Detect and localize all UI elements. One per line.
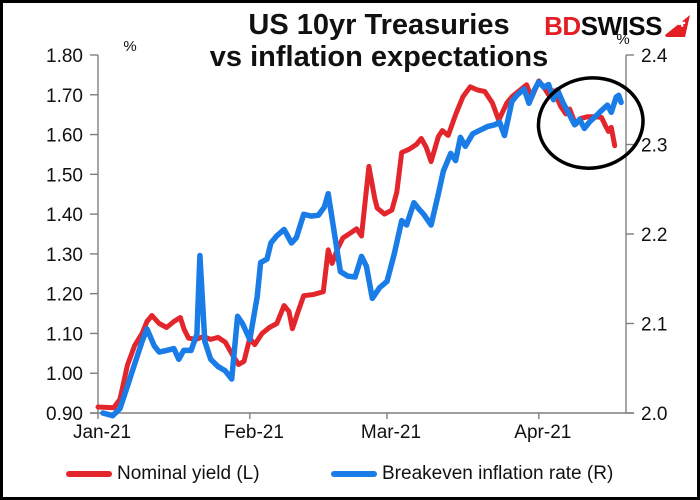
x-axis-tick-label: Apr-21 [514, 422, 571, 443]
chart-title-line2: vs inflation expectations [209, 41, 549, 74]
left-axis-tick-label: 0.90 [46, 404, 83, 425]
left-axis-tick-label: 1.00 [46, 364, 83, 385]
left-axis-tick-label: 1.80 [46, 46, 83, 67]
x-axis-tick-label: Jan-21 [73, 422, 131, 443]
legend-swatch-blue [331, 471, 377, 477]
right-axis-tick-label: 2.3 [641, 136, 667, 157]
left-axis-tick-label: 1.70 [46, 86, 83, 107]
x-axis-tick-label: Mar-21 [361, 422, 421, 443]
left-axis-tick-label: 1.10 [46, 324, 83, 345]
left-axis-tick-label: 1.20 [46, 285, 83, 306]
x-axis-tick-label: Feb-21 [224, 422, 284, 443]
chart-canvas: 1.80 1.70 1.60 1.50 1.40 1.30 1.20 1.10 1.00 0.90… [46, 31, 668, 443]
highlight-ellipse-annotation [536, 76, 645, 170]
bdswiss-logo: BD SWISS [544, 11, 691, 42]
chart-title: US 10yr Treasuries vs inflation expectat… [123, 9, 635, 74]
right-axis-tick-label: 2.1 [641, 315, 667, 336]
logo-swiss-text: SWISS [580, 11, 663, 41]
left-axis-tick-label: 1.30 [46, 245, 83, 266]
left-axis-tick-label: 1.50 [46, 165, 83, 186]
logo-bd-text: BD [544, 11, 581, 41]
legend-item-nominal-yield: Nominal yield (L) [66, 459, 260, 489]
left-axis-unit-label: % [123, 38, 136, 55]
legend: Nominal yield (L) Breakeven inflation ra… [3, 459, 697, 489]
right-axis-tick-label: 2.0 [641, 404, 667, 425]
bdswiss-arrow-icon [665, 14, 690, 37]
series-line-breakeven-inflation-rate-r [100, 79, 624, 419]
legend-item-breakeven: Breakeven inflation rate (R) [331, 459, 613, 489]
left-axis-tick-label: 1.60 [46, 126, 83, 147]
left-axis-tick-label: 1.40 [46, 205, 83, 226]
legend-swatch-red [66, 471, 112, 477]
right-axis-tick-label: 2.2 [641, 225, 667, 246]
legend-label-breakeven: Breakeven inflation rate (R) [382, 463, 614, 484]
chart-title-line1: US 10yr Treasuries [248, 9, 510, 41]
right-axis-tick-label: 2.4 [641, 46, 668, 67]
legend-label-nominal-yield: Nominal yield (L) [117, 463, 260, 484]
right-axis-unit-label: % [616, 31, 629, 48]
